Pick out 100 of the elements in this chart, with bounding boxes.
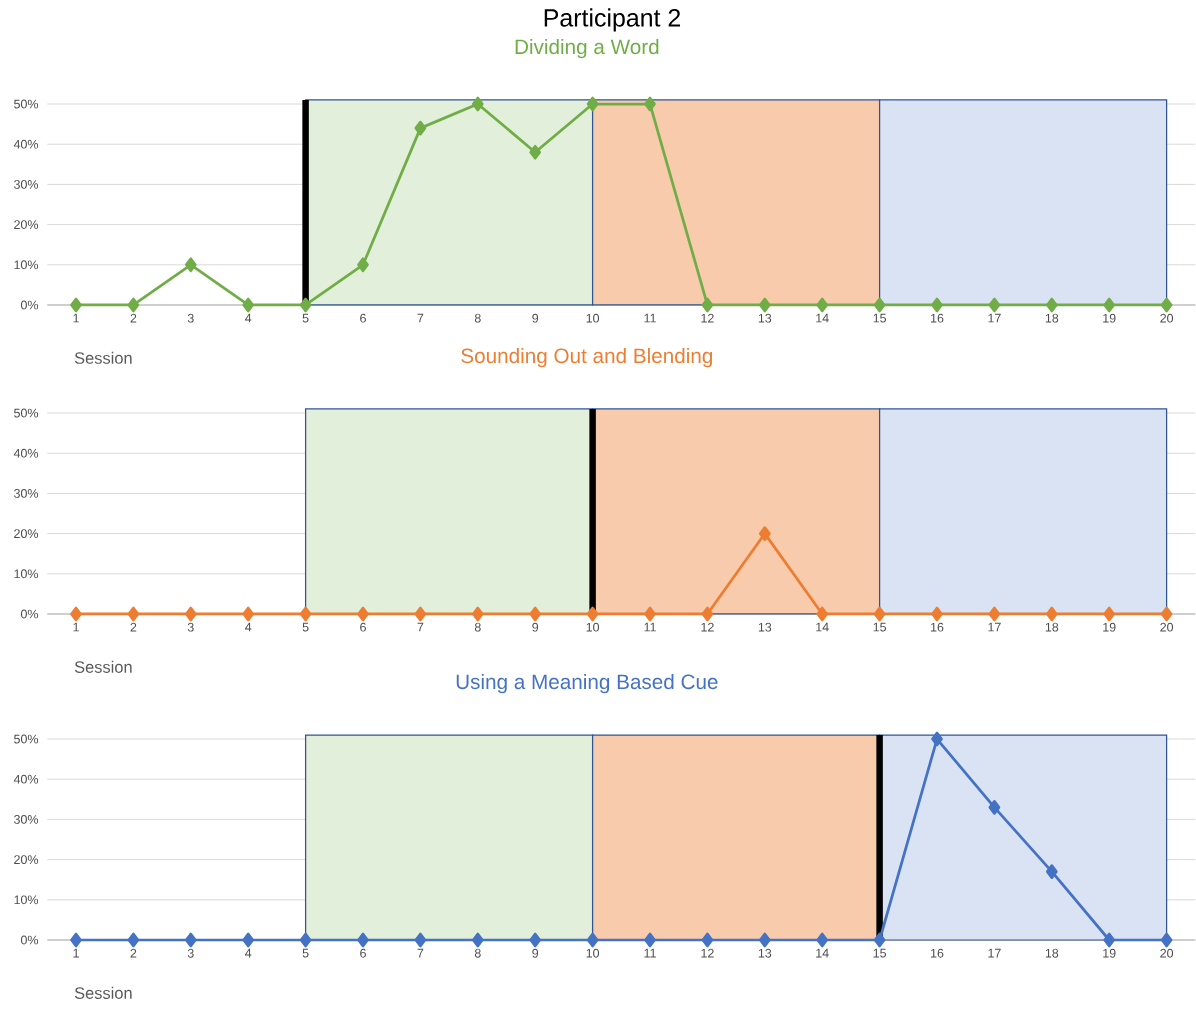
point [586, 96, 599, 112]
point [127, 932, 140, 948]
x-tick-label: 19 [1103, 622, 1116, 632]
point [816, 297, 829, 313]
y-tick-label: 10% [14, 260, 39, 270]
x-tick-label: 12 [701, 948, 714, 958]
x-tick-label: 20 [1160, 622, 1174, 632]
x-tick-label: 14 [816, 313, 829, 323]
point [701, 297, 714, 313]
x-tick-label: 18 [1045, 313, 1059, 323]
y-tick-label: 10% [14, 895, 39, 905]
y-tick-label: 40% [13, 774, 39, 784]
x-tick-label: 3 [187, 948, 194, 958]
y-tick-label: 50% [14, 734, 39, 744]
point [127, 297, 140, 313]
point [1103, 297, 1116, 313]
point [414, 120, 427, 136]
y-tick-label: 30% [14, 488, 39, 498]
point [586, 932, 599, 948]
x-tick-label: 6 [360, 948, 366, 958]
x-tick-label: 20 [1160, 313, 1174, 323]
y-tick-label: 20% [14, 529, 39, 539]
point [529, 144, 542, 160]
point [931, 297, 943, 313]
x-tick-label: 3 [187, 313, 194, 323]
point [299, 297, 312, 313]
chart-title: Participant 2 [544, 8, 681, 32]
point [357, 932, 369, 948]
point [758, 932, 771, 948]
point [988, 297, 1001, 313]
x-tick-label: 4 [245, 313, 252, 323]
x-tick-label: 10 [586, 948, 600, 958]
x-axis-title: Session [74, 660, 132, 673]
point [70, 297, 82, 313]
x-tick-label: 20 [1160, 948, 1174, 958]
x-tick-label: 1 [73, 622, 79, 632]
x-tick-label: 13 [758, 622, 772, 632]
point [184, 257, 197, 273]
chart-subtitle: Sounding Out and Blending [461, 347, 712, 368]
point [414, 932, 427, 948]
x-tick-label: 18 [1045, 622, 1059, 632]
x-tick-label: 13 [758, 948, 772, 958]
x-tick-label: 13 [758, 313, 772, 323]
y-tick-label: 20% [14, 220, 39, 230]
chart-subtitle: Dividing a Word [515, 38, 659, 59]
x-tick-label: 15 [873, 313, 887, 323]
x-tick-label: 19 [1103, 313, 1116, 323]
x-axis-title: Session [74, 986, 132, 999]
y-tick-label: 0% [20, 935, 39, 945]
point [242, 297, 255, 313]
y-tick-label: 0% [20, 609, 39, 619]
x-tick-label: 17 [988, 622, 1001, 632]
y-tick-label: 50% [14, 408, 39, 418]
x-tick-label: 5 [302, 622, 309, 632]
x-tick-label: 9 [532, 948, 539, 958]
x-tick-label: 6 [360, 622, 366, 632]
point [701, 932, 714, 948]
y-tick-label: 50% [14, 99, 39, 109]
x-tick-label: 8 [474, 622, 481, 632]
point [471, 96, 484, 112]
x-tick-label: 2 [130, 948, 137, 958]
x-tick-label: 7 [417, 622, 424, 632]
x-tick-label: 7 [417, 948, 424, 958]
x-tick-label: 15 [873, 622, 887, 632]
point [184, 932, 197, 948]
point [1045, 864, 1058, 880]
x-tick-label: 16 [931, 313, 944, 323]
point [471, 932, 484, 948]
x-tick-label: 15 [873, 948, 887, 958]
point [1045, 297, 1058, 313]
x-tick-label: 12 [701, 313, 714, 323]
point [873, 932, 886, 948]
x-tick-label: 10 [586, 313, 600, 323]
x-tick-label: 1 [73, 313, 79, 323]
point [873, 297, 886, 313]
x-tick-label: 4 [245, 622, 252, 632]
x-tick-label: 14 [816, 622, 829, 632]
y-tick-label: 30% [14, 179, 39, 189]
x-tick-label: 9 [532, 622, 539, 632]
x-tick-label: 9 [532, 313, 539, 323]
x-tick-label: 6 [360, 313, 366, 323]
point [1160, 297, 1173, 313]
point [299, 932, 312, 948]
x-tick-label: 8 [474, 313, 481, 323]
x-tick-label: 5 [302, 313, 309, 323]
y-tick-label: 20% [14, 855, 39, 865]
y-tick-label: 40% [13, 448, 39, 458]
point [988, 799, 1001, 815]
point [529, 932, 542, 948]
point [1160, 932, 1173, 948]
point [242, 932, 255, 948]
y-tick-label: 10% [14, 569, 39, 579]
point [70, 932, 82, 948]
x-tick-label: 1 [73, 948, 79, 958]
x-tick-label: 4 [245, 948, 252, 958]
x-tick-label: 17 [988, 313, 1001, 323]
x-tick-label: 11 [644, 948, 656, 958]
y-tick-label: 30% [14, 814, 39, 824]
point [357, 257, 369, 273]
point [644, 96, 656, 112]
